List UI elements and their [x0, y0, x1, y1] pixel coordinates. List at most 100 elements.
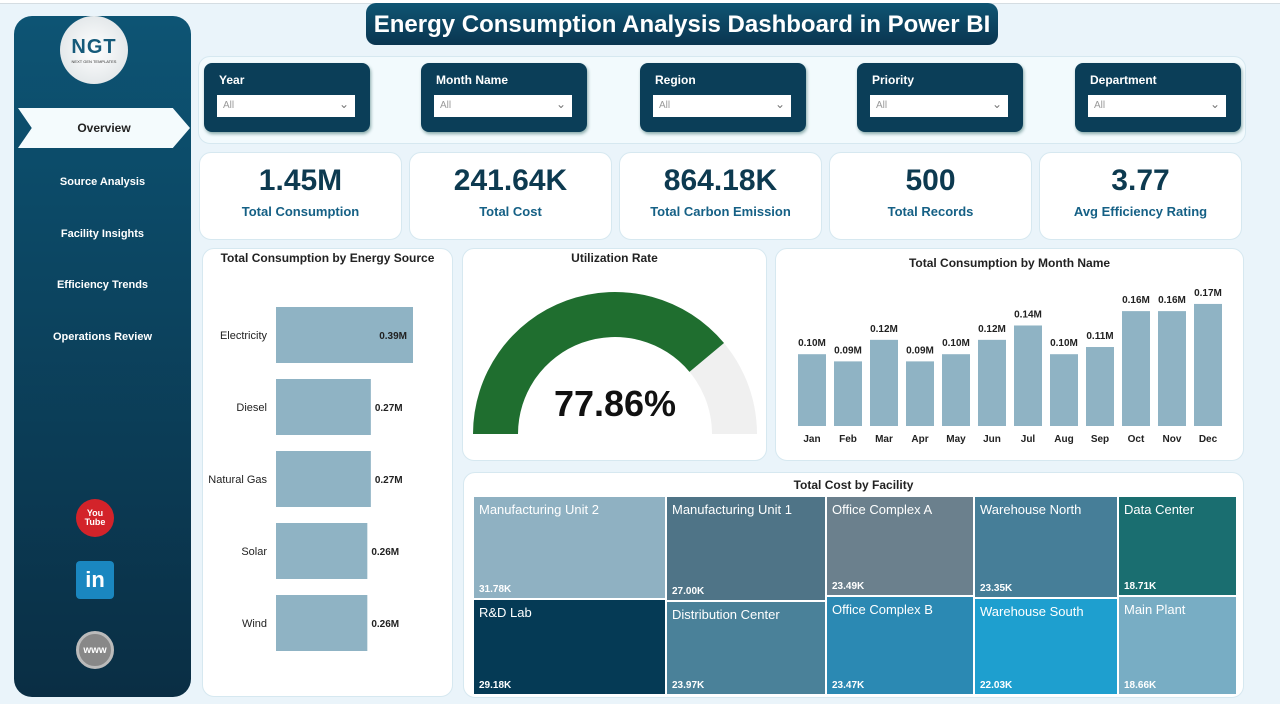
data-label: 0.39M	[379, 331, 407, 342]
treemap-tile[interactable]: Warehouse South 22.03K	[975, 599, 1117, 694]
slicer-year: Year All ⌄	[204, 63, 370, 132]
kpi-total-consumption: 1.45M Total Consumption	[199, 152, 402, 240]
x-tick-label: Dec	[1199, 434, 1218, 445]
tile-name: Main Plant	[1124, 602, 1186, 617]
x-tick-label: Feb	[839, 434, 857, 445]
gauge-value: 77.86%	[554, 383, 676, 424]
department-dropdown[interactable]: All ⌄	[1088, 95, 1226, 117]
region-dropdown[interactable]: All ⌄	[653, 95, 791, 117]
globe-icon[interactable]: www	[76, 631, 114, 669]
x-tick-label: Oct	[1128, 434, 1145, 445]
tile-value: 22.03K	[980, 680, 1013, 691]
bar	[276, 523, 368, 579]
nav-overview[interactable]: Overview	[18, 108, 190, 148]
nav-source-analysis[interactable]: Source Analysis	[59, 176, 146, 188]
utilization-gauge: Utilization Rate 77.86%	[462, 248, 767, 461]
nav-facility-insights[interactable]: Facility Insights	[60, 228, 145, 240]
data-label: 0.27M	[375, 403, 403, 414]
gauge-fill	[473, 292, 725, 434]
x-tick-label: Jul	[1021, 434, 1036, 445]
chart-title: Total Consumption by Energy Source	[220, 251, 435, 265]
bar	[276, 379, 371, 435]
tile-name: Data Center	[1124, 502, 1195, 517]
bar	[1194, 303, 1222, 426]
bar	[978, 339, 1006, 426]
data-label: 0.17M	[1194, 288, 1222, 299]
data-label: 0.26M	[371, 547, 399, 558]
data-label: 0.09M	[834, 345, 862, 356]
category-label: Wind	[242, 618, 267, 630]
treemap-tile[interactable]: Data Center 18.71K	[1119, 497, 1236, 595]
bar	[1086, 347, 1114, 426]
chevron-down-icon: ⌄	[991, 97, 1002, 111]
tile-value: 23.49K	[832, 581, 865, 592]
data-label: 0.11M	[1086, 331, 1113, 342]
priority-dropdown[interactable]: All ⌄	[870, 95, 1008, 117]
slicer-label: Region	[655, 73, 696, 87]
bar	[834, 361, 862, 426]
bar	[870, 339, 898, 426]
treemap-tile[interactable]: R&D Lab 29.18K	[474, 600, 665, 694]
tile-value: 27.00K	[672, 586, 705, 597]
treemap-tile[interactable]: Manufacturing Unit 1 27.00K	[667, 497, 825, 600]
data-label: 0.14M	[1014, 309, 1042, 320]
youtube-icon[interactable]: You Tube	[76, 499, 114, 537]
slicer-month: Month Name All ⌄	[421, 63, 587, 132]
page-title: Energy Consumption Analysis Dashboard in…	[366, 3, 998, 45]
tile-name: Warehouse North	[980, 502, 1082, 517]
chart-title: Total Cost by Facility	[793, 478, 914, 492]
x-tick-label: Apr	[911, 434, 928, 445]
treemap-tile[interactable]: Distribution Center 23.97K	[667, 602, 825, 694]
treemap-tile[interactable]: Warehouse North 23.35K	[975, 497, 1117, 597]
data-label: 0.10M	[1050, 338, 1078, 349]
treemap-tile[interactable]: Office Complex A 23.49K	[827, 497, 973, 595]
nav-efficiency-trends[interactable]: Efficiency Trends	[56, 279, 149, 291]
category-label: Diesel	[236, 402, 267, 414]
bar	[798, 354, 826, 426]
bar	[906, 361, 934, 426]
chevron-down-icon: ⌄	[555, 97, 566, 111]
tile-name: Office Complex B	[832, 602, 933, 617]
chevron-down-icon: ⌄	[774, 97, 785, 111]
treemap-tile[interactable]: Office Complex B 23.47K	[827, 597, 973, 694]
sidebar: NGT NEXT GEN TEMPLATES Overview Source A…	[14, 16, 191, 697]
year-dropdown[interactable]: All ⌄	[217, 95, 355, 117]
bar	[1014, 325, 1042, 426]
x-tick-label: Aug	[1054, 434, 1073, 445]
slicer-label: Year	[219, 73, 245, 87]
tile-value: 23.35K	[980, 583, 1013, 594]
nav-operations-review[interactable]: Operations Review	[52, 331, 153, 343]
tile-value: 31.78K	[479, 584, 512, 595]
kpi-avg-efficiency: 3.77 Avg Efficiency Rating	[1039, 152, 1242, 240]
chart-title: Utilization Rate	[571, 251, 658, 265]
treemap-tile[interactable]: Manufacturing Unit 2 31.78K	[474, 497, 665, 598]
tile-value: 23.97K	[672, 680, 705, 691]
bar	[1158, 311, 1186, 426]
chevron-down-icon: ⌄	[1209, 97, 1220, 111]
slicer-label: Department	[1090, 73, 1157, 87]
slicer-region: Region All ⌄	[640, 63, 806, 132]
data-label: 0.16M	[1122, 295, 1150, 306]
data-label: 0.12M	[870, 324, 898, 335]
x-tick-label: Sep	[1091, 434, 1109, 445]
month-dropdown[interactable]: All ⌄	[434, 95, 572, 117]
tile-value: 18.66K	[1124, 680, 1157, 691]
x-tick-label: Nov	[1163, 434, 1182, 445]
data-label: 0.26M	[371, 619, 399, 630]
slicer-label: Priority	[872, 73, 915, 87]
treemap-tile[interactable]: Main Plant 18.66K	[1119, 597, 1236, 694]
energy-source-chart: Total Consumption by Energy Source Elect…	[202, 248, 453, 697]
kpi-total-cost: 241.64K Total Cost	[409, 152, 612, 240]
data-label: 0.10M	[798, 338, 826, 349]
chart-title: Total Consumption by Month Name	[908, 256, 1111, 270]
tile-name: Warehouse South	[980, 604, 1084, 619]
x-tick-label: May	[946, 434, 966, 445]
category-label: Solar	[241, 546, 267, 558]
logo: NGT NEXT GEN TEMPLATES	[60, 16, 128, 84]
x-tick-label: Mar	[875, 434, 893, 445]
category-label: Electricity	[220, 330, 268, 342]
tile-value: 18.71K	[1124, 581, 1157, 592]
linkedin-icon[interactable]: in	[76, 561, 114, 599]
x-tick-label: Jan	[803, 434, 820, 445]
tile-value: 23.47K	[832, 680, 865, 691]
